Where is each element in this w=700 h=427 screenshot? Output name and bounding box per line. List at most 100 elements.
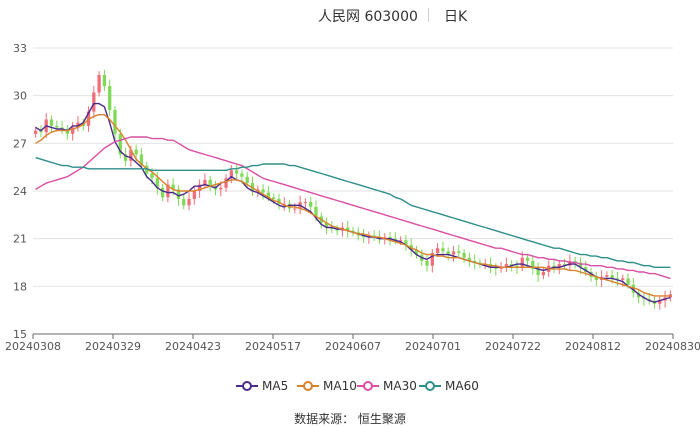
chart-legend: MA5 MA10 MA30 MA60	[0, 376, 700, 396]
y-tick-label: 30	[13, 90, 27, 103]
candle-body	[605, 275, 609, 277]
candle-body	[219, 187, 223, 190]
candle-body	[176, 189, 181, 199]
legend-marker-icon	[297, 381, 319, 391]
candle-body	[393, 238, 397, 241]
candle-body	[108, 86, 112, 110]
candle-body	[330, 227, 334, 230]
legend-item-ma60[interactable]: MA60	[419, 376, 479, 396]
candle-body	[314, 206, 318, 217]
candle-body	[615, 278, 620, 280]
candle-body	[568, 260, 572, 266]
candle-body	[425, 260, 429, 266]
candle-body	[388, 237, 392, 239]
candle-body	[361, 235, 366, 238]
legend-item-ma30[interactable]: MA30	[357, 376, 417, 396]
candle-body	[594, 276, 598, 280]
legend-marker-icon	[357, 381, 379, 391]
y-tick-label: 33	[13, 42, 27, 55]
y-tick-label: 21	[13, 233, 27, 246]
legend-marker-icon	[419, 381, 441, 391]
candle-body	[473, 260, 477, 263]
candle-body	[441, 248, 445, 252]
candle-body	[240, 173, 244, 177]
candle-body	[34, 130, 38, 134]
candle-body	[293, 208, 297, 210]
candle-body	[578, 262, 583, 268]
x-tick-label: 20240517	[245, 340, 301, 353]
candle-body	[150, 173, 154, 179]
candle-body	[573, 260, 577, 263]
legend-label: MA5	[262, 379, 289, 393]
candle-body	[515, 265, 519, 268]
candle-body	[155, 178, 159, 188]
candle-body	[335, 229, 339, 231]
stock-title: 人民网 603000	[318, 9, 418, 25]
candle-body	[139, 154, 144, 166]
candle-body	[208, 179, 212, 187]
candle-body	[134, 149, 138, 155]
x-tick-label: 20240308	[5, 340, 61, 353]
candle-body	[626, 278, 630, 285]
legend-label: MA60	[445, 379, 479, 393]
candle-body	[510, 264, 514, 266]
kline-chart: 15 18 21 24 27 30 33 20240308 20240329 20240423 20…	[5, 42, 700, 353]
candle-body	[123, 154, 128, 161]
candle-body	[261, 189, 265, 193]
candle-body	[65, 129, 70, 134]
candle-body	[520, 257, 524, 268]
candle-body	[49, 119, 54, 126]
candle-body	[229, 170, 233, 179]
candle-body	[187, 198, 191, 206]
x-tick-label: 20240722	[485, 340, 541, 353]
candle-body	[266, 192, 271, 198]
x-tick-label: 20240830	[645, 340, 700, 353]
y-tick-label: 27	[13, 137, 27, 150]
ma30-line	[35, 136, 671, 280]
candle-body	[404, 240, 408, 246]
ma60-line	[35, 156, 671, 268]
ma5-line	[35, 102, 671, 303]
candle-body	[224, 178, 228, 188]
candle-body	[446, 251, 450, 255]
candle-body	[272, 197, 276, 199]
y-tick-label: 24	[13, 185, 27, 198]
candle-body	[324, 222, 329, 228]
candle-body	[309, 202, 313, 207]
x-tick-label: 20240607	[325, 340, 381, 353]
ma10-line	[35, 113, 671, 297]
title-separator	[428, 8, 429, 22]
candle-body	[557, 264, 561, 268]
candle-body	[55, 125, 59, 128]
candle-body	[658, 300, 662, 304]
candle-body	[71, 127, 75, 134]
candle-body	[113, 109, 117, 134]
chart-header: 人民网 603000 日K	[0, 4, 700, 26]
candle-body	[377, 237, 382, 239]
legend-item-ma10[interactable]: MA10	[297, 376, 357, 396]
candle-body	[351, 230, 355, 233]
candle-body	[621, 278, 625, 280]
candle-body	[504, 264, 509, 268]
legend-label: MA10	[323, 379, 357, 393]
candle-body	[462, 252, 466, 258]
candle-body	[166, 184, 170, 198]
period-label: 日K	[444, 9, 468, 25]
candle-body	[457, 251, 461, 253]
candle-body	[60, 127, 64, 130]
candle-body	[118, 133, 122, 155]
candle-body	[203, 179, 207, 185]
legend-item-ma5[interactable]: MA5	[236, 376, 288, 396]
candle-body	[192, 191, 196, 199]
candle-body	[435, 248, 440, 253]
y-tick-label: 15	[13, 328, 27, 341]
candle-body	[182, 198, 186, 206]
candle-body	[499, 267, 503, 269]
data-source: 数据来源： 恒生聚源	[294, 412, 406, 426]
candle-body	[97, 75, 101, 93]
candle-body	[541, 272, 546, 276]
candle-body	[610, 275, 614, 279]
x-tick-label: 20240701	[405, 340, 461, 353]
candle-body	[171, 184, 175, 190]
candle-body	[92, 92, 96, 112]
